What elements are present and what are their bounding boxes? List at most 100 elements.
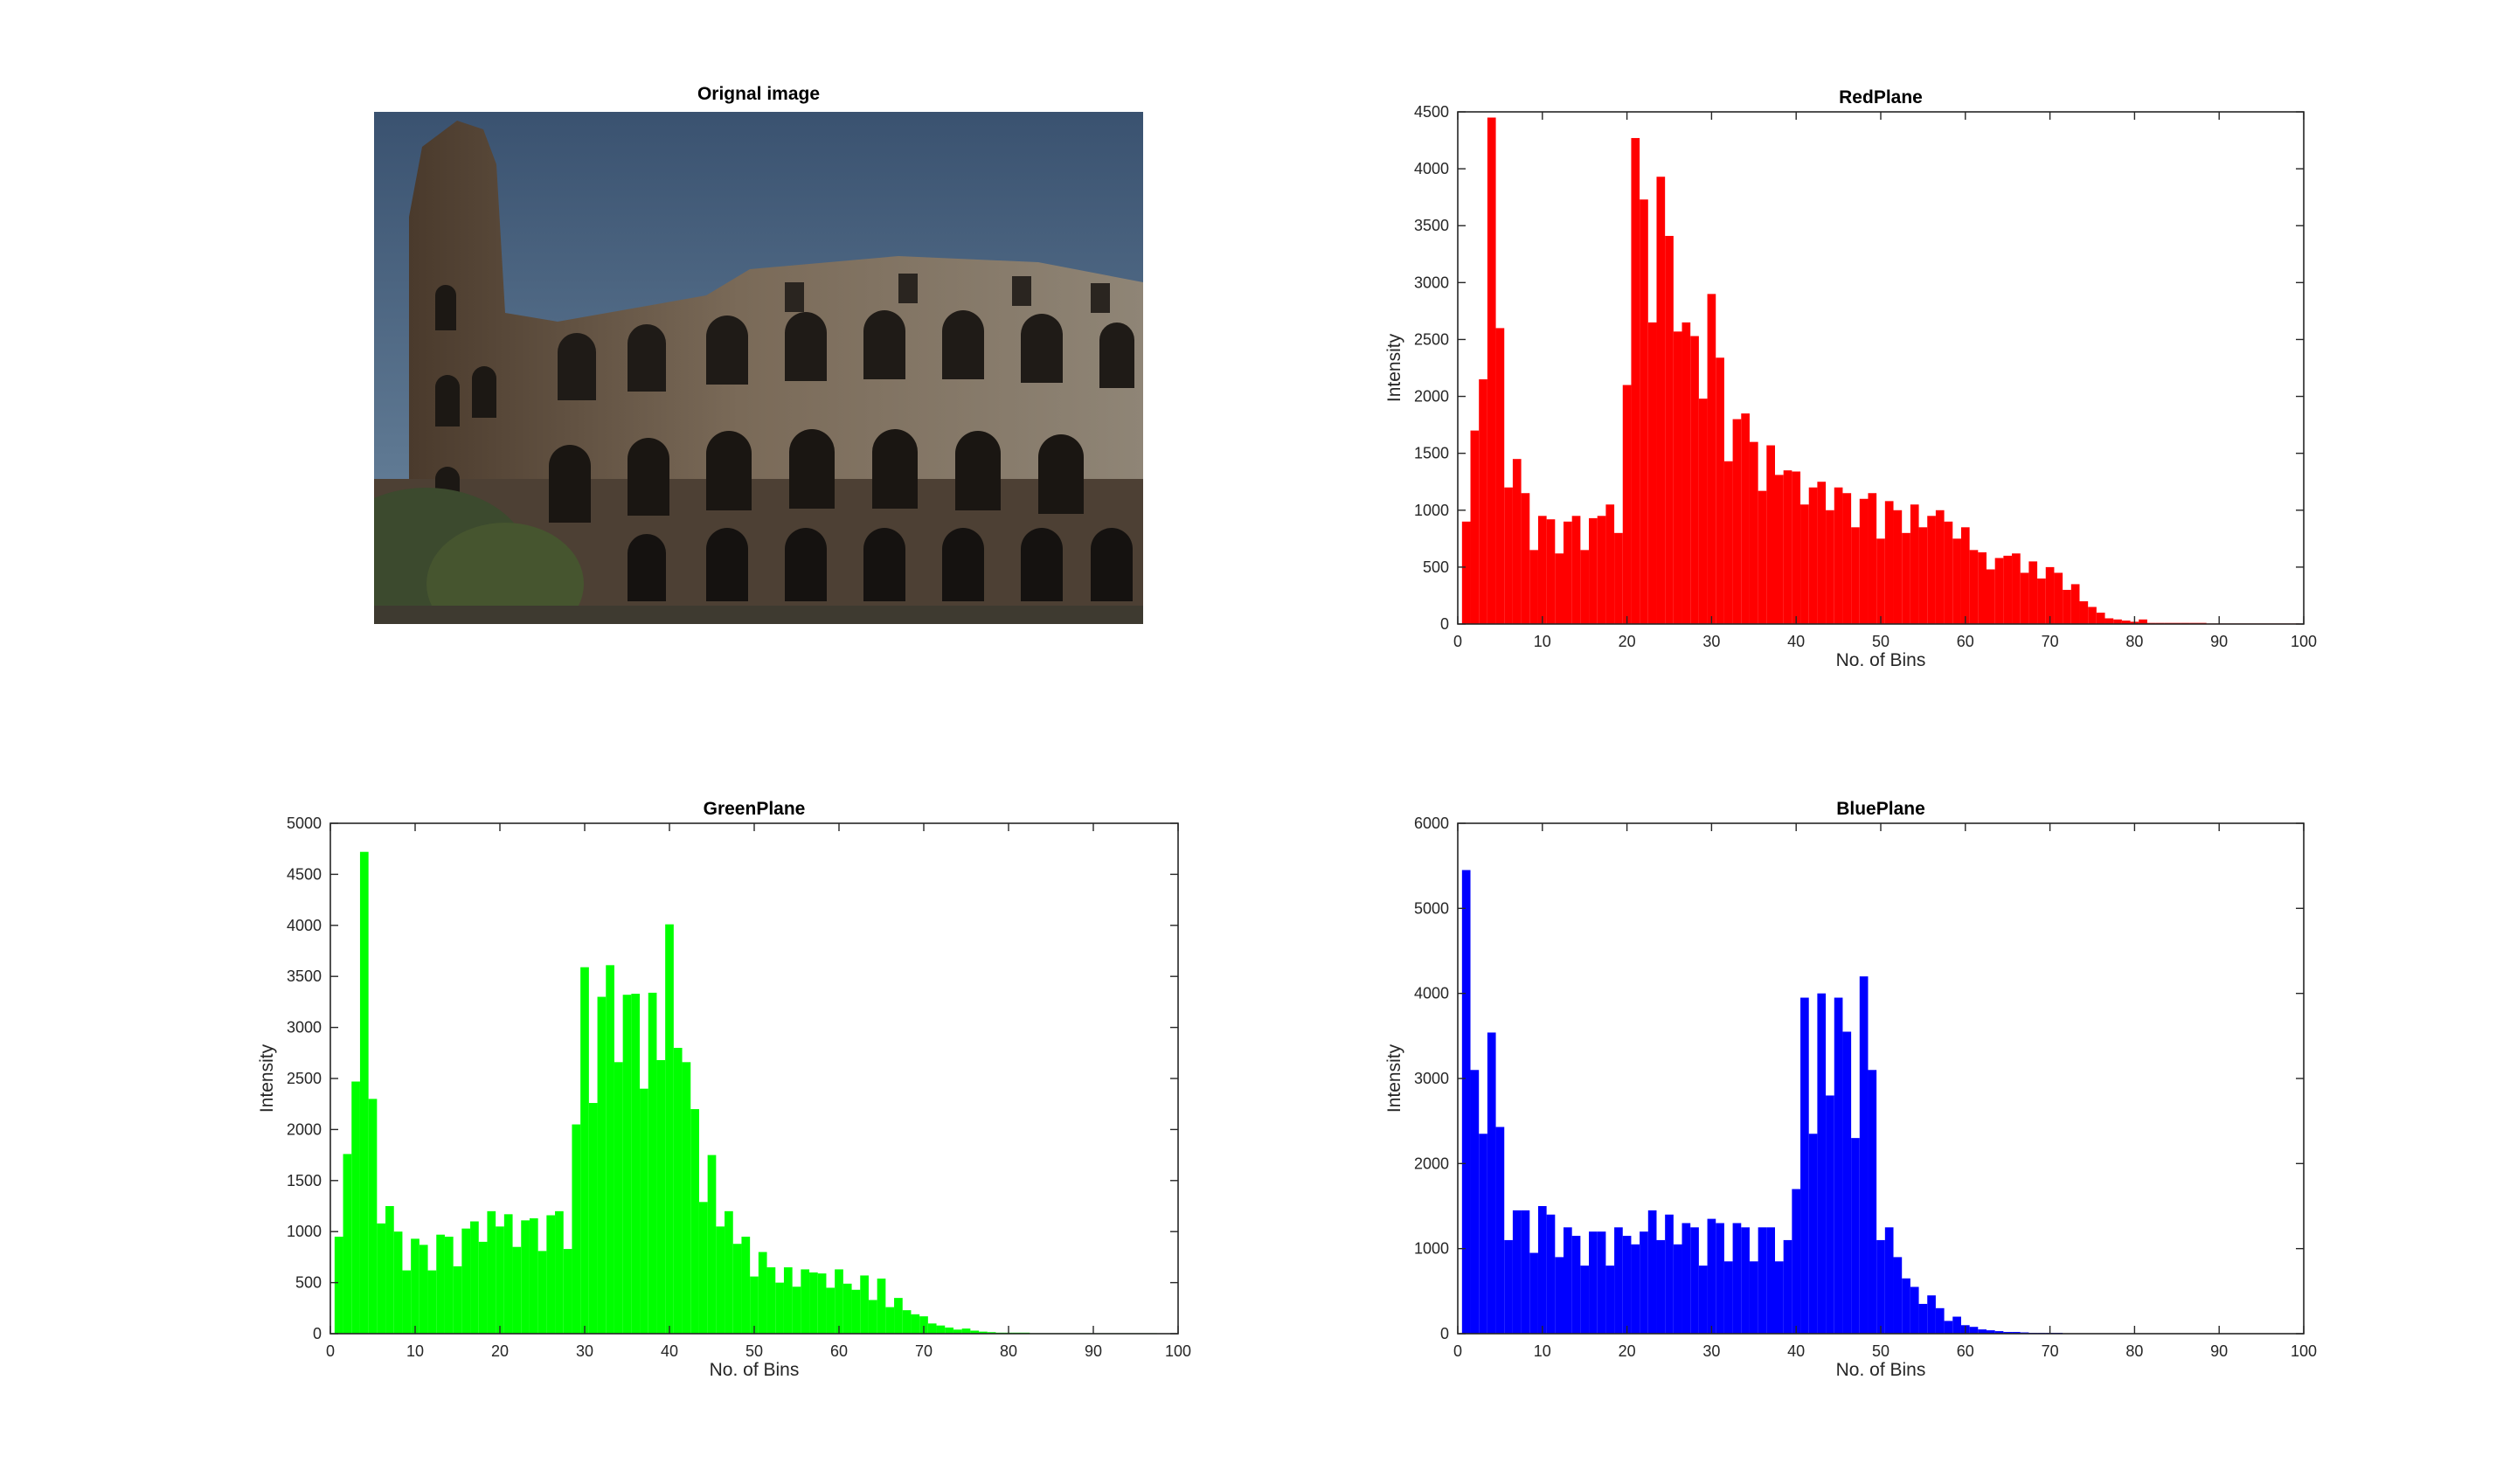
green-bar: [427, 1270, 437, 1334]
blue-bar: [1876, 1239, 1885, 1334]
blue-bar: [1589, 1231, 1598, 1334]
blue-plane-histogram: 0 10 20 30 40 50 60 70 80 90 100010002000300040005…: [1384, 799, 2317, 1380]
red-bar: [2054, 572, 2063, 624]
red-x-tick-label: 90: [2210, 633, 2228, 650]
blue-y-tick-label: 4000: [1414, 985, 1449, 1002]
red-bar: [1470, 430, 1480, 624]
red-bar: [1944, 521, 1953, 624]
green-bar: [377, 1223, 386, 1334]
green-bar: [419, 1245, 428, 1334]
blue-bar: [1640, 1231, 1648, 1334]
blue-bar: [1935, 1307, 1945, 1334]
green-bar: [707, 1155, 717, 1334]
green-bar: [640, 1088, 648, 1334]
green-bar: [953, 1329, 962, 1334]
green-plane-histogram: 0 10 20 30 40 50 60 70 80 90 100050010001500200025…: [257, 799, 1191, 1380]
green-bar: [979, 1331, 988, 1334]
blue-bar: [1495, 1127, 1505, 1334]
green-bar: [732, 1244, 742, 1334]
blue-bar: [1614, 1227, 1623, 1334]
green-bar: [555, 1210, 564, 1334]
green-bar: [436, 1234, 445, 1334]
red-bar: [1800, 504, 1809, 624]
green-bar: [716, 1226, 725, 1334]
green-bar: [860, 1275, 869, 1334]
blue-bar: [1470, 1070, 1480, 1334]
green-bar: [665, 924, 674, 1334]
green-x-tick-label: 60: [830, 1342, 848, 1360]
green-bar: [334, 1237, 343, 1334]
green-x-tick-label: 50: [745, 1342, 763, 1360]
blue-bar: [1529, 1252, 1538, 1334]
green-x-tick-label: 0: [326, 1342, 335, 1360]
green-bar: [835, 1269, 843, 1334]
blue-bar: [1792, 1189, 1801, 1334]
green-bar: [673, 1047, 683, 1334]
green-bar: [961, 1328, 971, 1334]
red-y-tick-label: 1000: [1414, 502, 1449, 519]
red-x-tick-label: 60: [1957, 633, 1974, 650]
green-bar: [945, 1327, 953, 1334]
red-x-tick-label: 80: [2125, 633, 2143, 650]
green-bar: [444, 1237, 454, 1334]
red-bar: [1960, 527, 1970, 624]
blue-bar: [1783, 1239, 1792, 1334]
green-bar: [766, 1267, 776, 1334]
red-bar: [1622, 385, 1632, 624]
blue-bar: [1504, 1239, 1513, 1334]
green-bar: [385, 1206, 394, 1334]
red-bar: [1987, 569, 1995, 624]
blue-bar: [1766, 1227, 1775, 1334]
red-y-tick-label: 4000: [1414, 160, 1449, 177]
red-bar: [1902, 532, 1910, 624]
blue-y-tick-label: 1000: [1414, 1240, 1449, 1258]
red-x-tick-label: 50: [1872, 633, 1889, 650]
green-bar: [842, 1283, 852, 1334]
blue-bar: [1741, 1227, 1750, 1334]
blue-x-tick-label: 90: [2210, 1342, 2228, 1360]
red-bar: [2079, 600, 2089, 624]
red-bar: [1817, 482, 1827, 624]
blue-x-tick-label: 50: [1872, 1342, 1889, 1360]
blue-x-tick-label: 20: [1619, 1342, 1636, 1360]
red-x-tick-label: 40: [1787, 633, 1805, 650]
blue-x-axis-label: No. of Bins: [1836, 1360, 1926, 1380]
blue-x-tick-label: 100: [2291, 1342, 2317, 1360]
blue-bar: [2003, 1332, 2013, 1334]
red-bar: [1605, 504, 1615, 624]
blue-bar: [1842, 1031, 1852, 1334]
blue-y-tick-label: 6000: [1414, 815, 1449, 832]
red-y-tick-label: 4500: [1414, 103, 1449, 121]
red-bar: [1647, 322, 1657, 624]
green-bar: [453, 1266, 462, 1334]
green-y-tick-label: 0: [313, 1325, 322, 1342]
blue-x-tick-label: 0: [1453, 1342, 1462, 1360]
red-bar: [1673, 331, 1682, 624]
green-bar: [970, 1330, 980, 1334]
blue-bar: [1521, 1210, 1530, 1334]
blue-bar: [1537, 1206, 1547, 1334]
blue-y-tick-label: 5000: [1414, 899, 1449, 917]
green-y-tick-label: 2000: [287, 1120, 322, 1138]
red-bar: [2070, 584, 2080, 624]
green-bar: [758, 1252, 767, 1334]
red-bar: [2037, 578, 2046, 624]
green-bar: [919, 1316, 928, 1334]
green-x-axis-label: No. of Bins: [710, 1360, 800, 1380]
red-bar: [1918, 527, 1928, 624]
red-bar: [2045, 566, 2055, 624]
red-x-axis-label: No. of Bins: [1836, 650, 1926, 670]
green-bar: [725, 1210, 733, 1334]
green-x-tick-label: 40: [661, 1342, 678, 1360]
blue-x-tick-label: 70: [2042, 1342, 2059, 1360]
red-bar: [1927, 516, 1936, 624]
green-bar: [402, 1270, 412, 1334]
red-bar: [1487, 117, 1496, 624]
red-bar: [1564, 521, 1572, 624]
red-bar: [1479, 379, 1487, 624]
red-bar: [1834, 487, 1843, 624]
red-x-tick-label: 100: [2291, 633, 2317, 650]
red-bar: [1868, 493, 1877, 624]
red-bar: [2113, 619, 2122, 624]
